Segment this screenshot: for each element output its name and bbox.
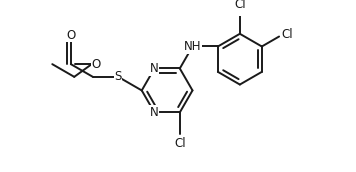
- Text: N: N: [150, 106, 159, 119]
- Text: N: N: [150, 62, 159, 75]
- Text: O: O: [66, 29, 75, 42]
- Text: Cl: Cl: [282, 28, 293, 41]
- Text: Cl: Cl: [234, 0, 246, 11]
- Text: Cl: Cl: [174, 137, 185, 150]
- Text: NH: NH: [184, 40, 201, 53]
- Text: O: O: [91, 58, 101, 71]
- Text: S: S: [115, 70, 122, 83]
